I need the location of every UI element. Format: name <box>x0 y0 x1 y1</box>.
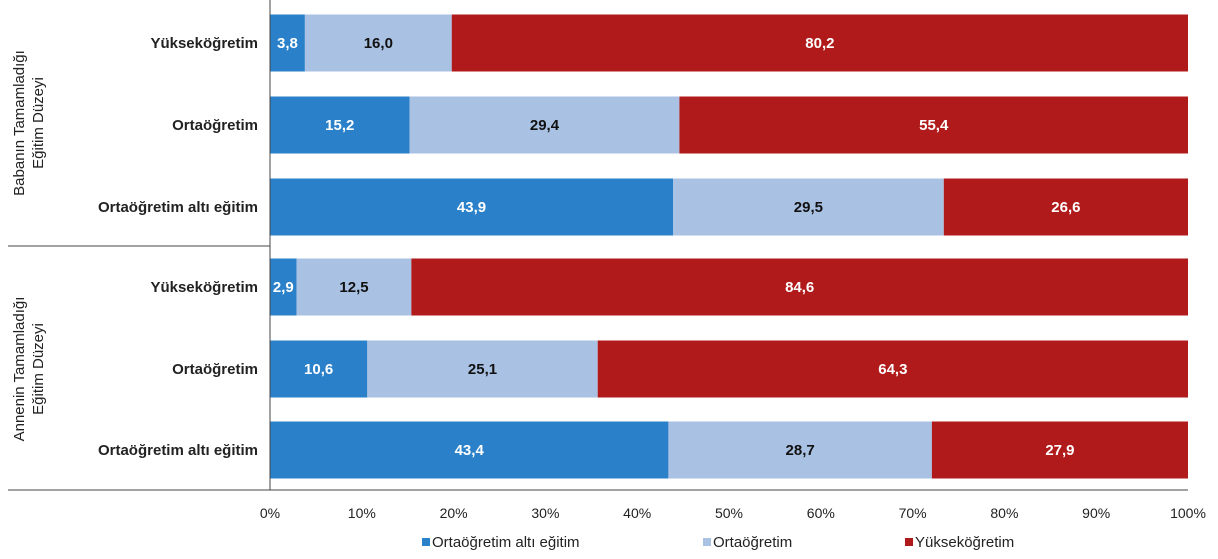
x-tick-label-9: 90% <box>1082 505 1110 521</box>
category-label-2-3: Ortaöğretim altı eğitim <box>98 442 258 459</box>
data-label-2-3-2: 28,7 <box>786 442 815 459</box>
bar-segment-2-2-1 <box>270 340 368 398</box>
legend-swatch-1 <box>422 538 430 546</box>
bar-segment-2-3-1 <box>270 421 669 479</box>
x-tick-label-6: 60% <box>807 505 835 521</box>
bar-segment-1-3-3 <box>943 178 1188 236</box>
bar-segment-2-2-3 <box>597 340 1188 398</box>
legend-label-1: Ortaöğretim altı eğitim <box>432 534 580 551</box>
x-tick-label-3: 30% <box>531 505 559 521</box>
data-label-2-3-1: 43,4 <box>455 442 485 459</box>
data-label-1-2-2: 29,4 <box>530 117 560 134</box>
data-label-1-3-3: 26,6 <box>1051 199 1080 216</box>
x-tick-label-10: 100% <box>1170 505 1206 521</box>
x-tick-label-1: 10% <box>348 505 376 521</box>
category-label-1-1: Yükseköğretim <box>150 35 258 52</box>
bar-segment-1-3-1 <box>270 178 674 236</box>
data-label-1-1-2: 16,0 <box>364 35 393 52</box>
bar-segment-1-1-2 <box>304 14 452 72</box>
x-tick-label-4: 40% <box>623 505 651 521</box>
bar-segment-1-3-2 <box>673 178 944 236</box>
bar-segment-1-2-1 <box>270 96 410 154</box>
category-label-1-3: Ortaöğretim altı eğitim <box>98 199 258 216</box>
bar-segment-2-2-2 <box>367 340 598 398</box>
bar-segment-2-3-3 <box>931 421 1188 479</box>
data-label-2-1-1: 2,9 <box>273 279 294 296</box>
bar-segment-1-2-2 <box>409 96 680 154</box>
bar-segment-2-3-2 <box>668 421 932 479</box>
legend-label-3: Yükseköğretim <box>915 534 1014 551</box>
data-label-2-1-3: 84,6 <box>785 279 814 296</box>
bar-segment-2-1-3 <box>411 258 1188 316</box>
data-label-1-2-1: 15,2 <box>325 117 354 134</box>
legend-swatch-2 <box>703 538 711 546</box>
data-label-2-3-3: 27,9 <box>1045 442 1074 459</box>
group-label-2-line-1: Annenin Tamamladığı <box>11 297 28 442</box>
bar-segment-1-2-3 <box>679 96 1188 154</box>
group-label-1-line-2: Eğitim Düzeyi <box>30 77 47 169</box>
data-label-1-3-2: 29,5 <box>794 199 823 216</box>
x-tick-label-5: 50% <box>715 505 743 521</box>
category-label-2-2: Ortaöğretim <box>172 361 258 378</box>
legend-label-2: Ortaöğretim <box>713 534 792 551</box>
data-label-2-2-2: 25,1 <box>468 361 497 378</box>
data-label-1-1-1: 3,8 <box>277 35 298 52</box>
bar-segment-2-1-2 <box>296 258 412 316</box>
group-label-2-line-2: Eğitim Düzeyi <box>30 323 47 415</box>
category-label-2-1: Yükseköğretim <box>150 279 258 296</box>
bar-segment-1-1-1 <box>270 14 305 72</box>
data-label-2-2-3: 64,3 <box>878 361 907 378</box>
bar-segment-2-1-1 <box>270 258 297 316</box>
legend-swatch-3 <box>905 538 913 546</box>
x-tick-label-8: 80% <box>990 505 1018 521</box>
data-label-1-2-3: 55,4 <box>919 117 949 134</box>
data-label-1-1-3: 80,2 <box>805 35 834 52</box>
x-tick-label-7: 70% <box>899 505 927 521</box>
x-tick-label-0: 0% <box>260 505 280 521</box>
data-label-1-3-1: 43,9 <box>457 199 486 216</box>
bar-segment-1-1-3 <box>451 14 1188 72</box>
data-label-2-1-2: 12,5 <box>339 279 368 296</box>
group-label-1-line-1: Babanın Tamamladığı <box>11 50 28 196</box>
x-tick-label-2: 20% <box>440 505 468 521</box>
category-label-1-2: Ortaöğretim <box>172 117 258 134</box>
data-label-2-2-1: 10,6 <box>304 361 333 378</box>
